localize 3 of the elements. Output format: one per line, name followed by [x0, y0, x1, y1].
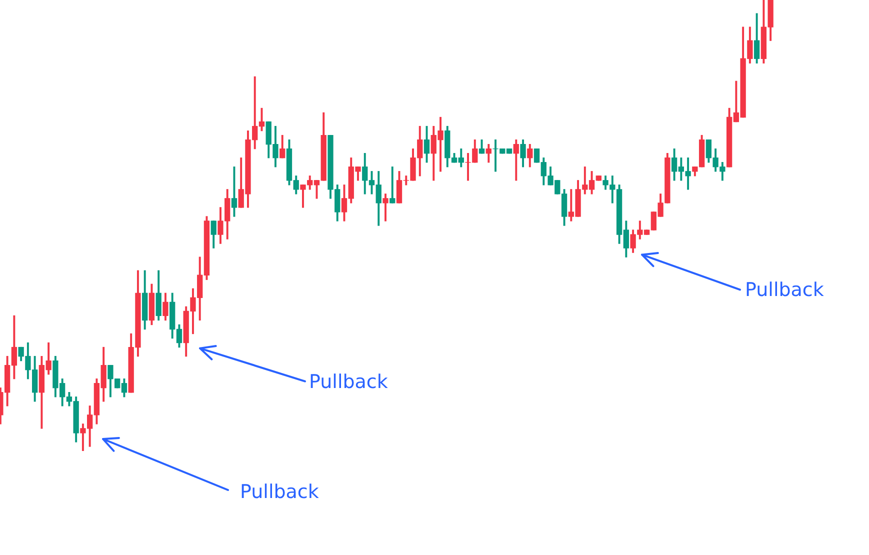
annotation: Pullback	[745, 278, 824, 302]
text: Pullback	[240, 480, 319, 504]
annotation: Pullback	[309, 370, 388, 394]
